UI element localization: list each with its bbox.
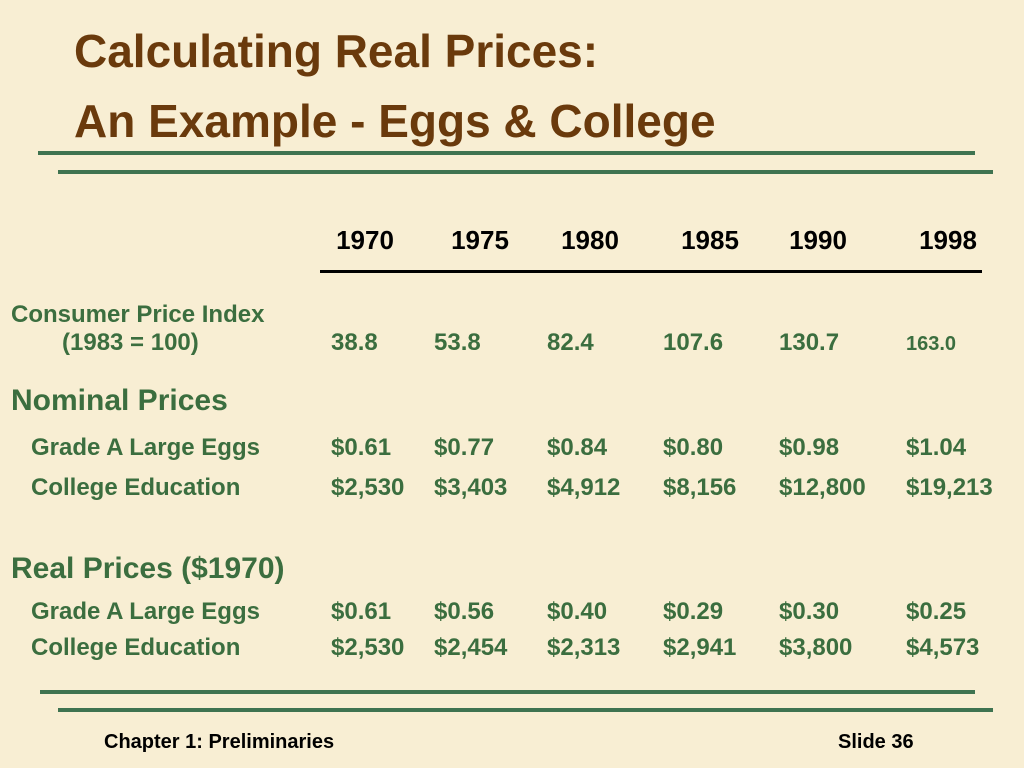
row-label: College Education <box>31 474 241 501</box>
cell: $0.80 <box>663 434 724 461</box>
row-label: College Education <box>31 634 241 661</box>
year-header: 1980 <box>561 225 619 255</box>
cell: $4,573 <box>906 634 980 661</box>
cell: $3,800 <box>779 634 853 661</box>
cell: $0.84 <box>547 434 608 461</box>
section-heading: Real Prices ($1970) <box>11 552 285 585</box>
section-heading: Nominal Prices <box>11 384 228 417</box>
cell: $19,213 <box>906 474 993 501</box>
cell: 163.0 <box>906 333 957 355</box>
cell: $0.29 <box>663 598 724 625</box>
cell: $12,800 <box>779 474 866 501</box>
cell: $0.25 <box>906 598 967 625</box>
cell: $0.77 <box>434 434 495 461</box>
cell: $0.56 <box>434 598 495 625</box>
cell: $2,941 <box>663 634 737 661</box>
cell: 130.7 <box>779 329 840 356</box>
year-header: 1970 <box>336 225 394 255</box>
footer-right: Slide 36 <box>838 731 914 753</box>
header-rule <box>320 270 982 273</box>
cell: 38.8 <box>331 329 378 356</box>
cell: $0.61 <box>331 598 392 625</box>
divider <box>58 708 993 712</box>
cell: $0.30 <box>779 598 840 625</box>
divider <box>38 151 975 155</box>
cell: $1.04 <box>906 434 967 461</box>
cell: $2,530 <box>331 474 405 501</box>
divider <box>40 690 975 694</box>
year-header: 1990 <box>789 225 847 255</box>
cell: $4,912 <box>547 474 621 501</box>
cell: $0.40 <box>547 598 608 625</box>
cell: 53.8 <box>434 329 481 356</box>
cell: 107.6 <box>663 329 724 356</box>
divider <box>58 170 993 174</box>
cell: $0.98 <box>779 434 840 461</box>
cell: $2,313 <box>547 634 621 661</box>
cell: $2,530 <box>331 634 405 661</box>
row-label: (1983 = 100) <box>62 329 199 356</box>
row-label: Grade A Large Eggs <box>31 598 260 625</box>
year-header: 1998 <box>919 225 977 255</box>
cell: $8,156 <box>663 474 737 501</box>
footer-left: Chapter 1: Preliminaries <box>104 731 335 753</box>
cell: 82.4 <box>547 329 594 356</box>
title: Calculating Real Prices: <box>74 25 599 77</box>
row-label: Grade A Large Eggs <box>31 434 260 461</box>
cell: $0.61 <box>331 434 392 461</box>
year-header: 1975 <box>451 225 509 255</box>
year-header: 1985 <box>681 225 739 255</box>
title: An Example - Eggs & College <box>74 95 716 147</box>
cell: $2,454 <box>434 634 508 661</box>
cell: $3,403 <box>434 474 508 501</box>
row-label: Consumer Price Index <box>11 301 265 328</box>
